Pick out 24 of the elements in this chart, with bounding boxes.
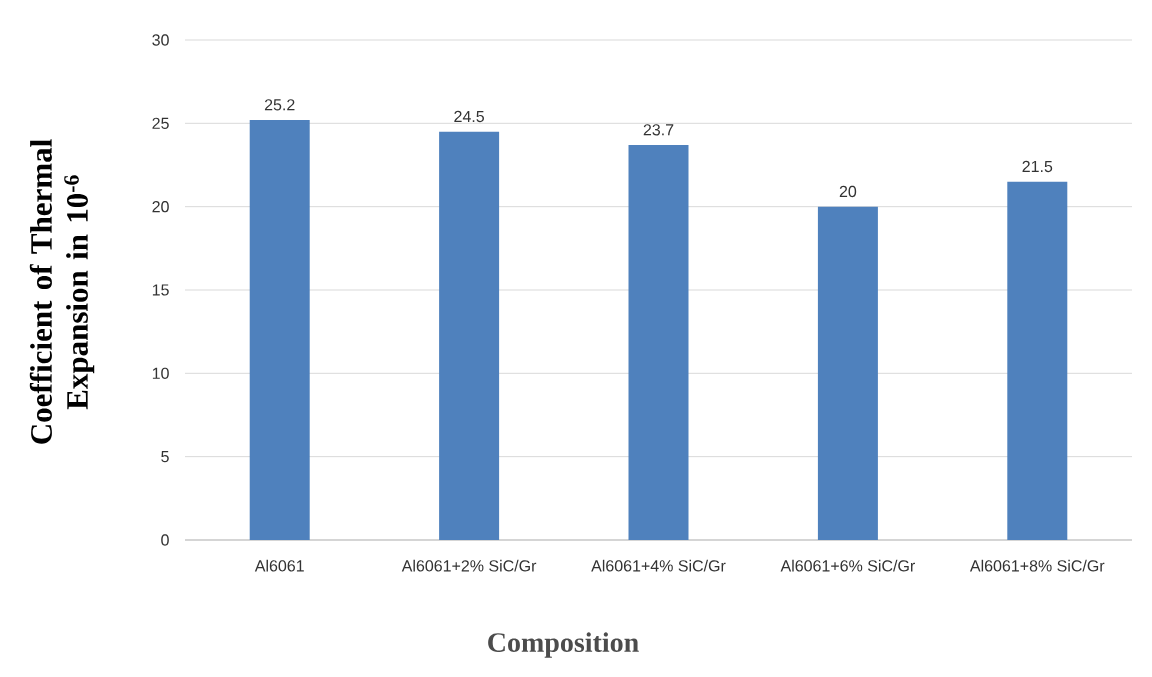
y-tick-label: 10 xyxy=(152,367,169,379)
x-tick-label: Al6061+8% SiC/Gr xyxy=(969,559,1105,572)
bar xyxy=(249,119,310,540)
bar xyxy=(628,144,689,540)
y-tick-label: 5 xyxy=(161,451,169,463)
y-tick-label: 20 xyxy=(152,201,169,213)
bar xyxy=(439,131,500,540)
bar xyxy=(1007,181,1068,540)
data-label: 23.7 xyxy=(643,124,674,136)
x-axis-title: Composition xyxy=(488,632,639,658)
data-label: 21.5 xyxy=(1022,160,1053,173)
y-tick-label: 15 xyxy=(152,284,169,296)
x-tick-label: Al6061 xyxy=(254,559,304,572)
x-tick-label: Al6061+2% SiC/Gr xyxy=(401,559,537,572)
bar xyxy=(817,206,878,540)
data-label: 20 xyxy=(839,185,857,198)
x-tick-label: Al6061+6% SiC/Gr xyxy=(780,559,915,572)
data-label: 25.2 xyxy=(264,99,295,111)
y-tick-label: 30 xyxy=(152,34,169,46)
x-tick-label: Al6061+4% SiC/Gr xyxy=(591,559,726,572)
y-tick-label: 25 xyxy=(152,117,169,129)
data-label: 24.5 xyxy=(454,110,484,123)
y-tick-label: 0 xyxy=(161,534,169,546)
y-axis-title: Coefficient of Thermal Expansion in 10$^{-6}$ xyxy=(29,139,95,444)
